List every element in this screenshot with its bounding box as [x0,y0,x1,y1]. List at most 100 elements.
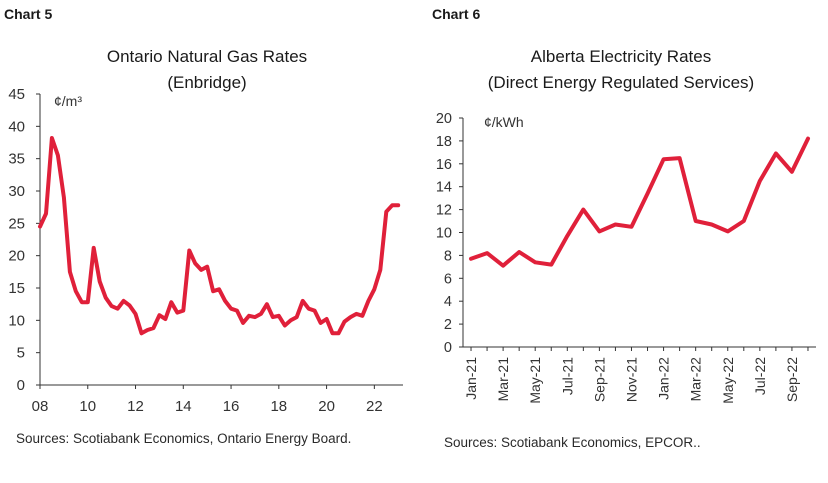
x-tick-label: 10 [79,398,96,415]
data-point [194,262,197,265]
data-point [152,326,155,330]
source-note: Sources: Scotiabank Economics, Ontario E… [16,431,352,446]
x-tick-label: 08 [32,398,49,415]
chart-title-line-2: (Enbridge) [167,73,247,92]
data-point [271,315,274,319]
x-tick-label: Jul-21 [559,357,575,395]
y-tick-label: 40 [8,118,25,135]
data-point [206,265,209,268]
y-tick-label: 20 [436,111,452,127]
y-tick-label: 20 [8,248,25,265]
data-point [176,311,179,314]
data-point [397,204,400,207]
data-point [134,312,137,316]
data-point [283,324,286,327]
x-tick-label: Nov-21 [624,357,640,402]
data-point [38,225,42,228]
unit-label: ¢/m³ [54,93,82,109]
x-tick-label: 20 [318,398,335,415]
data-point [313,309,316,312]
data-point [518,250,521,254]
data-point [319,321,322,325]
data-point [726,230,729,233]
data-point [235,309,239,312]
y-tick-label: 10 [436,226,452,242]
data-point [98,280,101,283]
x-tick-label: 12 [127,398,144,415]
data-point [469,257,473,260]
data-point [806,137,810,140]
data-point [50,136,54,140]
x-tick-label: May-21 [527,357,543,404]
data-point [614,223,617,226]
data-point [116,307,119,310]
data-point [758,179,761,183]
chart-title-line-2: (Direct Energy Regulated Services) [487,73,755,92]
data-point [122,299,125,303]
data-point [742,219,745,223]
x-tick-label: Mar-22 [688,357,704,402]
data-point [385,210,388,213]
data-point [343,320,346,323]
data-point [485,251,489,255]
y-tick-label: 12 [436,203,452,219]
data-point [259,312,263,316]
data-point [694,219,697,223]
y-tick-label: 14 [436,180,452,196]
data-point [80,301,84,304]
chart-5-panel: Chart 5 Ontario Natural Gas Rates (Enbri… [4,6,403,446]
data-point [188,249,191,252]
data-point [200,268,203,272]
data-point [182,309,185,312]
x-tick-label: 18 [270,398,287,415]
data-point [68,270,72,273]
x-tick-label: Jan-21 [463,357,479,400]
data-point [361,314,364,317]
data-point [325,317,328,321]
data-point [158,314,161,317]
series-line [469,136,810,268]
data-point [710,223,713,226]
data-point [550,263,553,266]
data-point [373,288,376,291]
y-tick-label: 25 [8,215,25,232]
data-point [62,196,66,199]
data-point [146,328,149,332]
data-point [86,301,90,304]
data-point [44,212,48,215]
data-point [790,170,794,173]
y-tick-label: 10 [8,312,25,329]
y-tick-label: 45 [8,86,25,103]
x-tick-label: Sep-22 [784,357,800,402]
data-point [217,288,221,291]
gas-rates-line-chart: 0 5 10 15 20 25 30 35 40 45 08 10 12 14 16 18 20 22 ¢/m³ [8,86,403,415]
electricity-rates-line-chart: 0 2 4 6 8 10 12 14 16 18 20 Jan-21 Mar-21 May-21 Jul-2… [436,111,816,404]
data-point [247,314,251,317]
y-tick-label: 8 [444,248,452,264]
x-tick-label: Sep-21 [591,357,607,402]
y-tick-label: 2 [444,317,452,333]
y-tick-label: 5 [17,345,25,362]
data-point [223,299,227,303]
source-note: Sources: Scotiabank Economics, EPCOR.. [444,435,701,450]
data-point [598,230,601,233]
data-point [582,208,585,211]
data-point [128,304,131,307]
data-point [307,307,310,310]
x-tick-label: Jul-22 [752,357,768,395]
series-line [38,136,401,336]
y-tick-label: 30 [8,183,25,200]
x-tick-label: Mar-21 [495,357,511,402]
x-tick-label: 22 [366,398,383,415]
chart-6-panel: Chart 6 Alberta Electricity Rates (Direc… [414,0,828,483]
data-point [110,304,113,308]
data-point [229,307,233,310]
chart-title: Alberta Electricity Rates (Direct Energy… [414,44,828,96]
y-tick-label: 18 [436,134,452,150]
y-tick-label: 0 [17,377,25,394]
x-tick-label: 16 [223,398,240,415]
x-tick-label: May-22 [720,357,736,404]
data-point [337,332,340,335]
data-point [74,290,78,293]
data-point [56,154,60,157]
